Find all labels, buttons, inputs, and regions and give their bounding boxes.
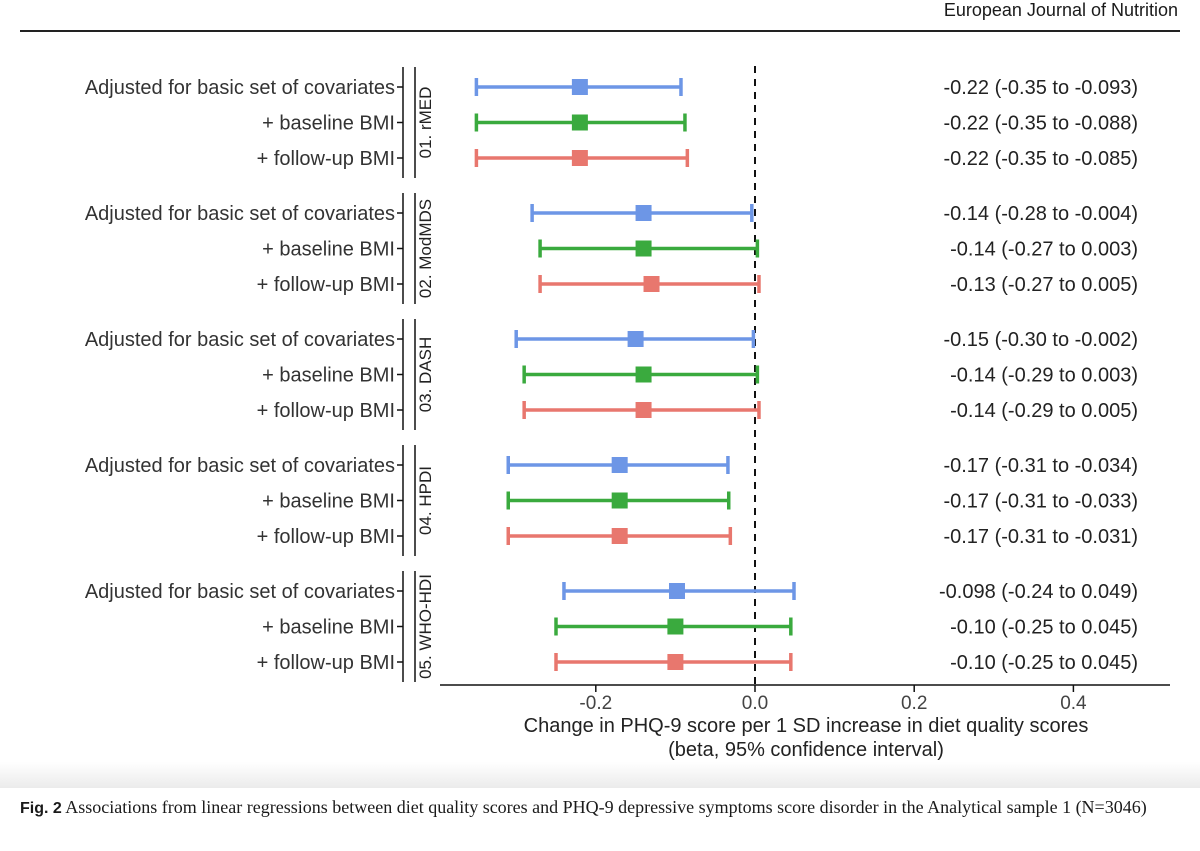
group-label: 02. ModMDS (416, 199, 435, 298)
point-estimate (611, 457, 628, 473)
point-estimate (635, 240, 652, 257)
x-axis-title: Change in PHQ-9 score per 1 SD increase … (524, 715, 1089, 737)
point-estimate (635, 205, 652, 221)
row-label: + baseline BMI (262, 491, 395, 513)
point-estimate (611, 528, 628, 544)
group-label: 03. DASH (416, 337, 435, 413)
point-estimate (635, 366, 652, 383)
figure-bottom-shade (0, 762, 1200, 788)
journal-name: European Journal of Nutrition (943, 0, 1178, 20)
row-label: Adjusted for basic set of covariates (85, 77, 395, 99)
caption-text: Associations from linear regressions bet… (65, 797, 1147, 817)
row-label: + baseline BMI (262, 113, 395, 135)
estimate-text: -0.10 (-0.25 to 0.045) (950, 652, 1138, 674)
group-label: 01. rMED (416, 87, 435, 159)
estimate-text: -0.14 (-0.29 to 0.005) (950, 400, 1138, 422)
row-label: + baseline BMI (262, 239, 395, 261)
estimate-text: -0.15 (-0.30 to -0.002) (943, 329, 1138, 351)
x-tick-label: 0.4 (1060, 693, 1087, 714)
point-estimate (571, 150, 588, 166)
point-estimate (668, 583, 685, 599)
row-label: + follow-up BMI (257, 652, 395, 674)
point-estimate (627, 331, 644, 347)
estimate-text: -0.14 (-0.27 to 0.003) (950, 239, 1138, 261)
header-rule (20, 30, 1180, 32)
row-label: + follow-up BMI (257, 148, 395, 170)
point-estimate (635, 402, 652, 418)
estimate-text: -0.14 (-0.29 to 0.003) (950, 365, 1138, 387)
estimate-text: -0.22 (-0.35 to -0.093) (943, 77, 1138, 99)
row-label: Adjusted for basic set of covariates (85, 581, 395, 603)
estimate-text: -0.17 (-0.31 to -0.031) (943, 526, 1138, 548)
x-axis-subtitle: (beta, 95% confidence interval) (668, 739, 944, 761)
figure-label: Fig. 2 (20, 800, 62, 817)
figure-caption: Fig. 2 Associations from linear regressi… (20, 796, 1185, 820)
row-label: + follow-up BMI (257, 400, 395, 422)
x-tick-label: -0.2 (579, 693, 612, 714)
row-label: + baseline BMI (262, 617, 395, 639)
row-label: Adjusted for basic set of covariates (85, 329, 395, 351)
point-estimate (611, 492, 628, 509)
x-tick-label: 0.2 (901, 693, 927, 714)
estimate-text: -0.098 (-0.24 to 0.049) (939, 581, 1138, 603)
point-estimate (667, 654, 684, 670)
point-estimate (571, 79, 588, 95)
forest-plot: 01. rMED Adjusted for basic set of covari… (85, 66, 1170, 761)
estimate-text: -0.17 (-0.31 to -0.033) (943, 491, 1138, 513)
estimate-text: -0.17 (-0.31 to -0.034) (943, 455, 1138, 477)
point-estimate (667, 618, 684, 635)
row-label: + follow-up BMI (257, 526, 395, 548)
point-estimate (643, 276, 660, 292)
row-label: Adjusted for basic set of covariates (85, 203, 395, 225)
row-label: + baseline BMI (262, 365, 395, 387)
group-label: 05. WHO-HDI (416, 574, 435, 679)
estimate-text: -0.22 (-0.35 to -0.088) (943, 113, 1138, 135)
group-label: 04. HPDI (416, 466, 435, 535)
row-label: Adjusted for basic set of covariates (85, 455, 395, 477)
estimate-text: -0.22 (-0.35 to -0.085) (943, 148, 1138, 170)
x-tick-label: 0.0 (742, 693, 768, 714)
row-label: + follow-up BMI (257, 274, 395, 296)
estimate-text: -0.14 (-0.28 to -0.004) (943, 203, 1138, 225)
point-estimate (571, 114, 588, 131)
estimate-text: -0.10 (-0.25 to 0.045) (950, 617, 1138, 639)
estimate-text: -0.13 (-0.27 to 0.005) (950, 274, 1138, 296)
